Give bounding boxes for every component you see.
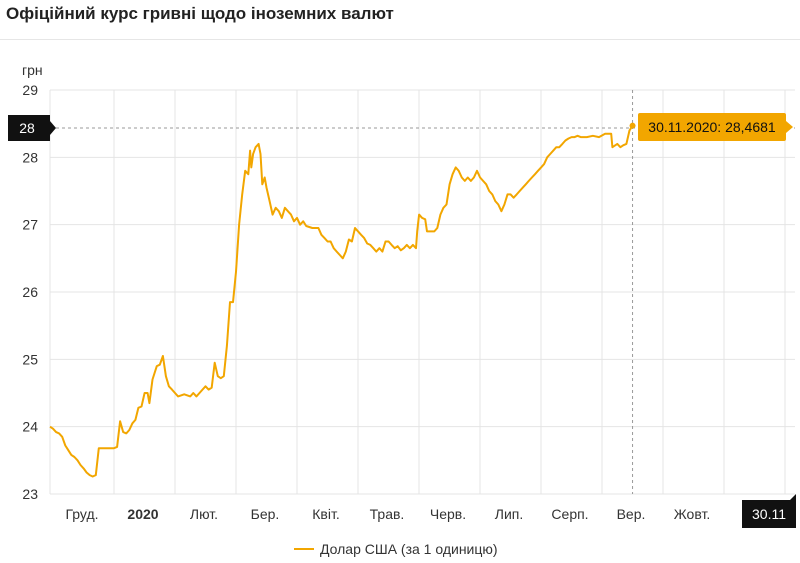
crosshair-x-box xyxy=(742,500,796,528)
x-tick-label: Квіт. xyxy=(312,506,339,522)
crosshair-overlay: 28 30.11 30.11.2020: 28,4681 xyxy=(8,90,796,528)
y-tick-label: 27 xyxy=(22,217,38,233)
y-tick-label: 29 xyxy=(22,82,38,98)
x-axis: Груд. 2020 Лют. Бер. Квіт. Трав. Черв. Лип. Серп… xyxy=(65,506,710,522)
x-tick-label: Черв. xyxy=(430,506,466,522)
x-tick-label: Серп. xyxy=(551,506,588,522)
x-tick-label: Лип. xyxy=(495,506,523,522)
series-layer xyxy=(49,125,634,478)
series-last-point xyxy=(629,122,636,129)
page-title: Офіційний курс гривні щодо іноземних вал… xyxy=(6,4,394,23)
x-tick-label: 2020 xyxy=(127,506,158,522)
crosshair-y-label: 28 xyxy=(19,120,35,136)
crosshair-y-pointer xyxy=(50,121,56,135)
crosshair-x-label: 30.11 xyxy=(752,506,786,522)
grid-layer xyxy=(49,89,795,495)
series-line-usd xyxy=(49,125,634,478)
legend-swatch xyxy=(294,548,314,550)
y-tick-label: 24 xyxy=(22,419,38,435)
x-tick-label: Вер. xyxy=(617,506,646,522)
y-tick-label: 25 xyxy=(22,351,38,367)
tooltip-pointer xyxy=(786,121,793,133)
crosshair-y-box xyxy=(8,115,50,141)
title-divider xyxy=(0,39,800,40)
tooltip-text: 30.11.2020: 28,4681 xyxy=(648,119,776,135)
tooltip-box xyxy=(638,113,786,141)
y-tick-label: 23 xyxy=(22,486,38,502)
x-tick-label: Жовт. xyxy=(674,506,710,522)
chart-legend[interactable]: Долар США (за 1 одиницю) xyxy=(294,541,498,557)
x-tick-label: Груд. xyxy=(65,506,98,522)
crosshair-x-pointer xyxy=(790,494,796,500)
legend-label: Долар США (за 1 одиницю) xyxy=(320,541,498,557)
x-tick-label: Бер. xyxy=(251,506,280,522)
y-axis: 23 24 25 26 27 28 29 грн xyxy=(22,62,43,502)
y-tick-label: 28 xyxy=(22,149,38,165)
y-tick-label: 26 xyxy=(22,284,38,300)
y-axis-label: грн xyxy=(22,62,43,78)
x-tick-label: Трав. xyxy=(370,506,405,522)
x-tick-label: Лют. xyxy=(190,506,218,522)
